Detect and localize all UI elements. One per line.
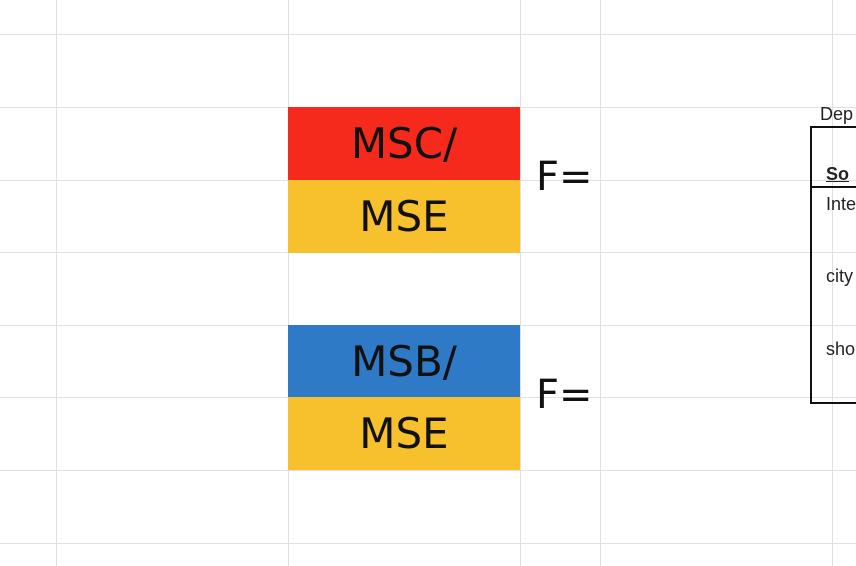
grid-col-line [288,0,289,566]
denominator-text: MSE [359,409,449,458]
grid-row-line [0,470,856,471]
grid-col-line [600,0,601,566]
f-equals-label[interactable]: F= [536,372,593,418]
table-row-label[interactable]: sho [826,339,856,359]
table-header-source[interactable]: So [826,164,850,184]
anova-table-border [810,126,856,404]
mse-denominator-cell[interactable]: MSE [288,397,520,470]
grid-col-line [56,0,57,566]
f-equals-label[interactable]: F= [536,154,593,200]
grid-col-line [520,0,521,566]
table-row-label[interactable]: city [826,266,853,286]
table-caption[interactable]: Dep [820,104,854,124]
denominator-text: MSE [359,192,449,241]
msb-numerator-cell[interactable]: MSB/ [288,325,520,397]
grid-row-line [0,543,856,544]
grid-col-line [832,0,833,566]
numerator-text: MSB/ [351,336,457,386]
grid-row-line [0,34,856,35]
table-row-label[interactable]: Inte [826,194,856,214]
mse-denominator-cell[interactable]: MSE [288,180,520,253]
numerator-text: MSC/ [350,119,458,168]
msc-numerator-cell[interactable]: MSC/ [288,107,520,180]
table-header-divider [810,186,856,188]
